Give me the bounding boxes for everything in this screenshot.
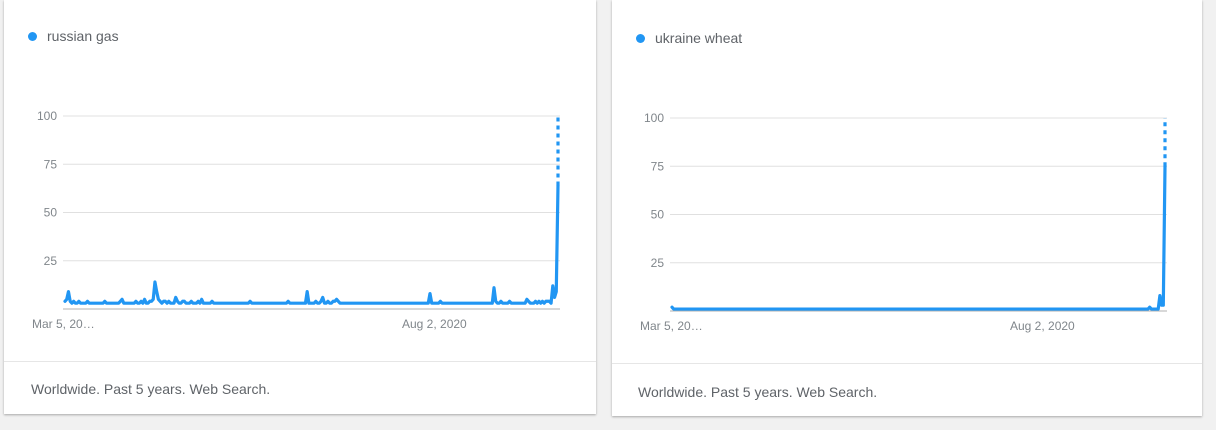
trend-card-ukraine-wheat: ukraine wheat 100 75 50 25 Mar 5, 20… Aug 2, …: [612, 0, 1202, 416]
x-tick-label: Aug 2, 2020: [402, 317, 467, 331]
x-tick-label: Aug 2, 2020: [1010, 319, 1075, 333]
series-color-dot: [636, 33, 645, 43]
chart-legend: russian gas: [28, 28, 119, 44]
y-tick-label: 25: [651, 256, 665, 270]
footer-text: Worldwide. Past 5 years. Web Search.: [31, 381, 271, 397]
footer-text: Worldwide. Past 5 years. Web Search.: [638, 384, 878, 400]
y-tick-label: 100: [644, 111, 664, 125]
line-chart: 100 75 50 25 Mar 5, 20… Aug 2, 2020: [32, 109, 560, 331]
y-tick-label: 50: [651, 208, 665, 222]
y-tick-label: 75: [651, 159, 665, 173]
card-footer: Worldwide. Past 5 years. Web Search.: [4, 361, 596, 414]
y-tick-label: 75: [44, 157, 58, 171]
card-footer: Worldwide. Past 5 years. Web Search.: [612, 363, 1202, 416]
x-tick-label: Mar 5, 20…: [640, 319, 703, 333]
series-line-ukraine-wheat: [670, 164, 1167, 311]
x-tick-label: Mar 5, 20…: [32, 317, 95, 331]
legend-label: russian gas: [47, 28, 119, 44]
line-chart: 100 75 50 25 Mar 5, 20… Aug 2, 2020: [640, 111, 1167, 333]
legend-label: ukraine wheat: [655, 30, 743, 46]
trend-card-russian-gas: russian gas 100 75 50 25 Mar 5, 20… Aug 2, 20…: [4, 0, 596, 414]
y-tick-label: 50: [44, 206, 58, 220]
y-tick-label: 25: [44, 254, 58, 268]
series-color-dot: [28, 31, 37, 41]
chart-legend: ukraine wheat: [636, 30, 742, 46]
series-line-russian-gas: [63, 183, 560, 305]
y-tick-label: 100: [37, 109, 57, 123]
